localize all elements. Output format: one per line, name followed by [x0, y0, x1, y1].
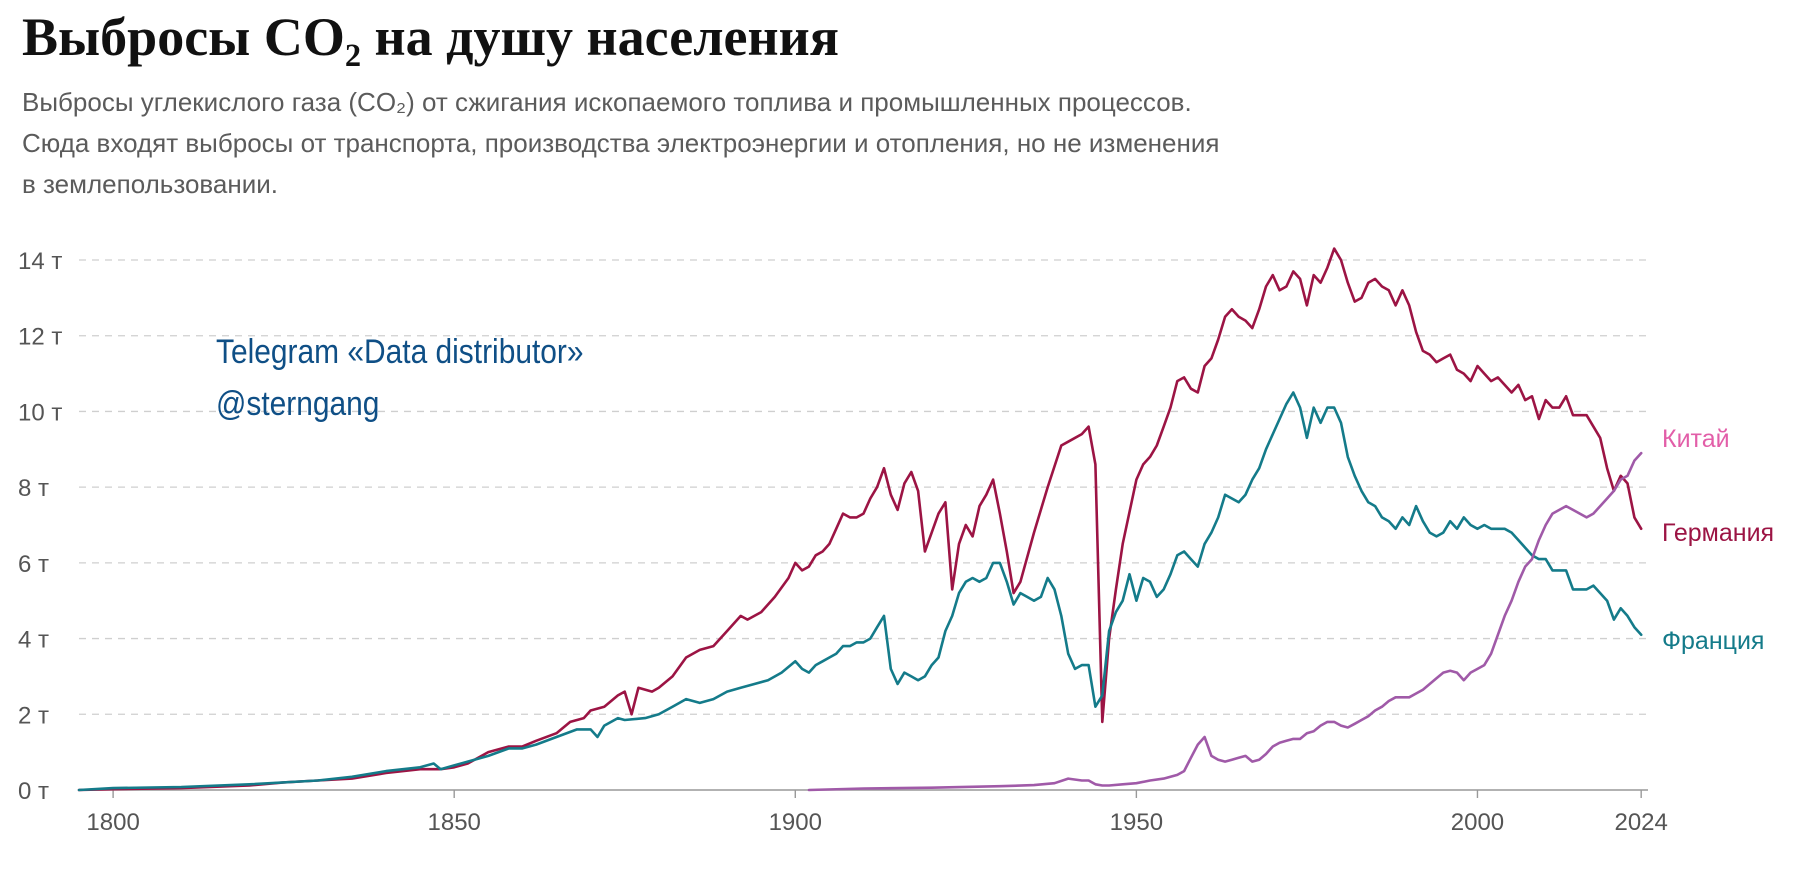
series-lines: [77, 247, 1643, 792]
y-axis-ticks: 0 т 2 т 4 т 6 т 8 т 10 т 12 т 14 т: [18, 248, 62, 805]
grid-lines: [79, 259, 1648, 715]
y-tick-label: 2 т: [18, 702, 49, 729]
x-tick-label: 1800: [86, 809, 139, 836]
x-tick-label: 1900: [769, 809, 822, 836]
chart-subtitle: Выбросы углекислого газа (CO₂) от сжиган…: [22, 82, 1482, 205]
y-tick-label: 14 т: [18, 248, 62, 275]
subtitle-line: в землепользовании.: [22, 169, 279, 199]
y-tick-label: 6 т: [18, 551, 49, 578]
chart-title: Выбросы CO₂ на душу населения: [22, 7, 839, 67]
x-tick-label: 2024: [1614, 809, 1667, 836]
series-line-0: [77, 247, 1643, 792]
y-tick-label: 10 т: [18, 399, 62, 426]
x-tick-label: 1850: [428, 809, 481, 836]
series-line-1: [77, 391, 1643, 792]
y-tick-label: 12 т: [18, 324, 62, 351]
subtitle-line: Сюда входят выбросы от транспорта, произ…: [22, 128, 1220, 158]
series-line-2: [807, 451, 1643, 792]
y-tick-label: 8 т: [18, 475, 49, 502]
series-labels: Германия Франция Китай: [1662, 425, 1774, 655]
y-tick-label: 0 т: [18, 778, 49, 805]
x-tick-label: 1950: [1110, 809, 1163, 836]
series-label: Франция: [1662, 627, 1764, 655]
series-label: Китай: [1662, 425, 1730, 453]
watermark-line: @sterngang: [216, 385, 380, 423]
watermark: Telegram «Data distributor» @sterngang: [216, 326, 584, 430]
subtitle-line: Выбросы углекислого газа (CO₂) от сжиган…: [22, 87, 1192, 117]
series-label: Германия: [1662, 519, 1774, 547]
x-axis: 1800 1850 1900 1950 2000 2024: [79, 789, 1668, 836]
y-tick-label: 4 т: [18, 627, 49, 654]
x-tick-label: 2000: [1451, 809, 1504, 836]
watermark-line: Telegram «Data distributor»: [216, 333, 584, 371]
